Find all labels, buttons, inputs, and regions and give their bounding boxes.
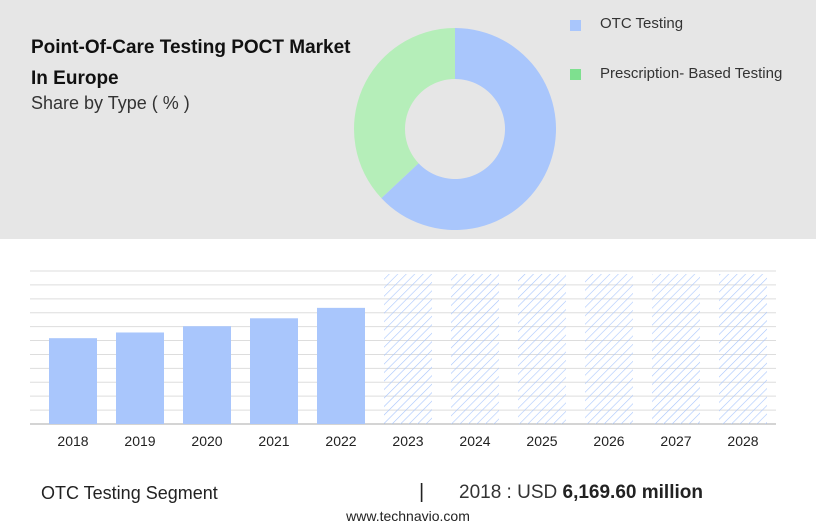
bar-2019 — [116, 332, 164, 424]
x-tick-label-2026: 2026 — [593, 433, 624, 449]
bar-chart: 2018 2019 2020 2021 2022 2023 2024 2025 2026 2027… — [30, 268, 776, 458]
segment-value-amount: 6,169.60 million — [562, 482, 703, 503]
bar-2021 — [250, 318, 298, 424]
forecast-bar-2026 — [585, 274, 633, 424]
donut-slice-otc — [381, 28, 556, 230]
legend-swatch-prescription — [570, 69, 581, 80]
legend-label-prescription: Prescription- Based Testing — [600, 65, 783, 82]
forecast-bar-2028 — [719, 274, 767, 424]
source-link[interactable]: www.technavio.com — [346, 508, 470, 524]
bar-2022 — [317, 307, 365, 424]
footer-separator: | — [419, 481, 425, 503]
x-tick-label-2025: 2025 — [526, 433, 557, 449]
x-tick-label-2023: 2023 — [392, 433, 423, 449]
chart-subtitle: Share by Type ( % ) — [31, 93, 190, 113]
legend-label-otc: OTC Testing — [600, 15, 684, 32]
x-tick-label-2018: 2018 — [57, 433, 88, 449]
forecast-bar-2024 — [451, 274, 499, 424]
x-tick-label-2020: 2020 — [191, 433, 222, 449]
segment-value: 2018 : USD 6,169.60 million — [459, 482, 703, 504]
bar-2020 — [183, 326, 231, 424]
forecast-bar-2027 — [652, 274, 700, 424]
x-tick-label-2028: 2028 — [727, 433, 758, 449]
legend-swatch-otc — [570, 20, 581, 31]
segment-value-prefix: 2018 : USD — [459, 482, 563, 503]
x-tick-label-2024: 2024 — [459, 433, 490, 449]
segment-label: OTC Testing Segment — [41, 483, 218, 503]
forecast-bar-2023 — [384, 274, 432, 424]
x-tick-label-2022: 2022 — [325, 433, 356, 449]
bar-2018 — [49, 338, 97, 424]
chart-title: Point-Of-Care Testing POCT Market In Eur… — [31, 37, 351, 89]
donut-slice-prescription — [354, 28, 455, 199]
donut-chart — [353, 27, 557, 231]
x-tick-label-2019: 2019 — [124, 433, 155, 449]
x-tick-label-2021: 2021 — [258, 433, 289, 449]
x-tick-label-2027: 2027 — [660, 433, 691, 449]
forecast-bar-2025 — [518, 274, 566, 424]
